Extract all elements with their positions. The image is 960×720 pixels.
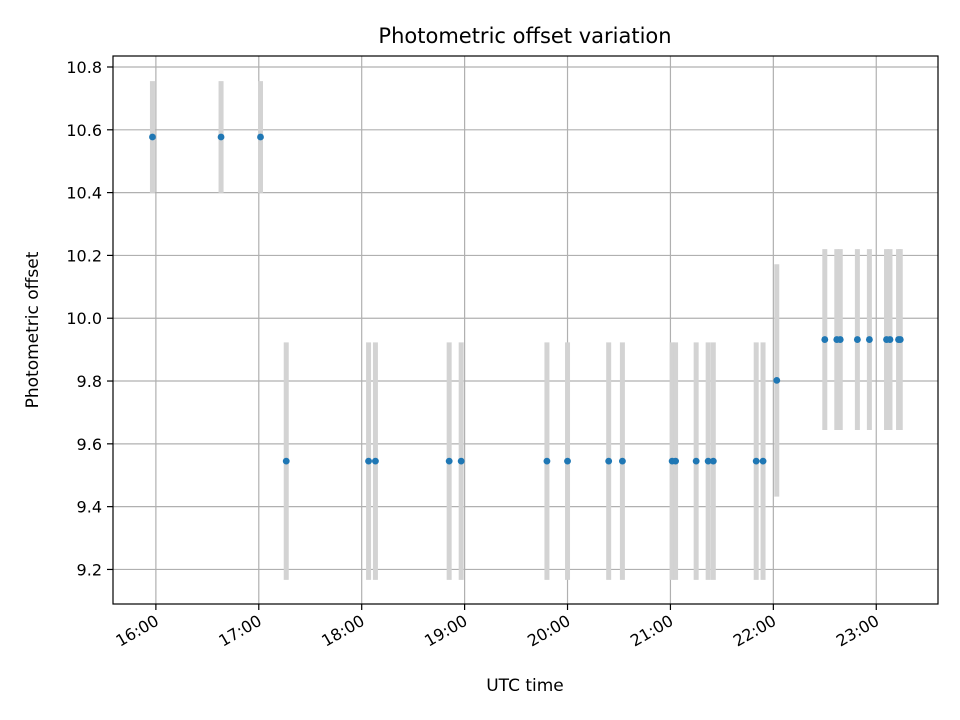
data-point — [457, 457, 465, 465]
data-point — [821, 336, 829, 343]
data-point — [759, 457, 767, 465]
plot-area — [113, 56, 938, 604]
data-point — [752, 457, 760, 465]
data-point — [365, 457, 372, 465]
data-point — [886, 336, 894, 343]
data-point — [372, 457, 379, 465]
y-axis-ticks: 9.2 9.4 9.6 9.8 10.0 10.2 10.4 10.6 10.8 — [66, 58, 113, 579]
y-tick-label: 10.2 — [66, 246, 102, 265]
data-points — [149, 133, 904, 465]
y-axis-label: Photometric offset — [23, 251, 43, 408]
data-point — [619, 457, 626, 465]
data-point — [282, 457, 290, 465]
x-axis-label: UTC time — [486, 676, 564, 696]
data-point — [564, 457, 571, 465]
data-point — [543, 457, 551, 465]
data-point — [709, 457, 717, 465]
plot-frame — [112, 55, 939, 605]
data-point — [853, 336, 861, 343]
data-point — [217, 133, 225, 141]
y-tick-label: 9.2 — [77, 560, 102, 579]
data-point — [836, 336, 844, 343]
data-point — [704, 457, 712, 465]
data-point — [865, 336, 873, 343]
y-tick-label: 10.4 — [66, 184, 102, 203]
data-point — [149, 133, 156, 141]
grid-lines — [113, 56, 938, 604]
chart-title: Photometric offset variation — [378, 24, 671, 48]
data-point — [257, 133, 264, 141]
y-tick-label: 10.6 — [66, 121, 102, 140]
y-tick-label: 10.8 — [66, 58, 102, 77]
y-tick-label: 9.8 — [77, 372, 102, 391]
data-point — [672, 457, 679, 465]
data-point — [445, 457, 453, 465]
y-tick-label: 9.6 — [77, 435, 102, 454]
y-tick-label: 10.0 — [66, 309, 102, 328]
data-point — [896, 336, 904, 343]
data-point — [605, 457, 613, 465]
data-point — [773, 377, 781, 384]
y-tick-label: 9.4 — [77, 498, 102, 517]
data-point — [692, 457, 700, 465]
